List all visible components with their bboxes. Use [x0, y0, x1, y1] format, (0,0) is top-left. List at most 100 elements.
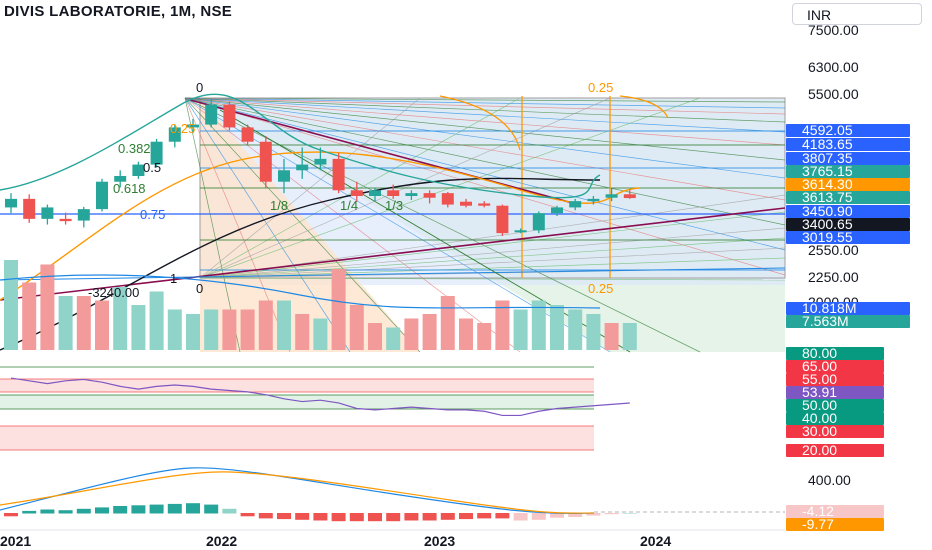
- candle-body: [114, 176, 127, 182]
- volume-bar: [622, 323, 637, 350]
- volume-bar: [258, 300, 273, 350]
- rsi-badge-bg: [786, 360, 884, 373]
- volume-bar: [568, 309, 583, 350]
- volume-bar: [404, 318, 419, 350]
- volume-bar: [440, 296, 455, 350]
- price-badges: 4592.054183.653807.353765.153614.303613.…: [786, 122, 910, 532]
- rsi-band-lower: [0, 426, 594, 450]
- macd-bar: [76, 508, 91, 514]
- macd-bar: [40, 509, 55, 514]
- candlestick-series: [5, 98, 636, 236]
- candle-body: [569, 201, 582, 208]
- candle-body: [23, 198, 36, 219]
- volume-bar: [204, 309, 219, 350]
- price-tick-label: 7500.00: [808, 22, 859, 38]
- volume-bar: [422, 314, 437, 350]
- volume-bar: [277, 300, 291, 350]
- candle-body: [496, 205, 509, 234]
- fib-label: 0.75: [140, 207, 165, 222]
- macd-bar: [95, 507, 109, 514]
- macd-badge-bg: [786, 518, 884, 531]
- fan-ray-lower: [199, 257, 786, 279]
- candle-body: [150, 141, 163, 165]
- macd-bar: [186, 503, 200, 514]
- candle-body: [405, 193, 418, 196]
- price-badge-bg: [786, 205, 910, 218]
- macd-bar: [586, 513, 601, 516]
- candle-body: [278, 170, 290, 182]
- fan-ray-lower: [199, 194, 786, 279]
- rsi-badge-bg: [786, 347, 884, 360]
- volume-bar: [22, 282, 37, 350]
- fib-label: 1: [170, 271, 177, 286]
- volume-bar: [531, 300, 546, 350]
- fan-ray: [184, 97, 786, 115]
- volume-bar: [368, 323, 382, 350]
- candle-body: [205, 104, 218, 125]
- volume-bar: [349, 305, 364, 350]
- macd-bar: [622, 513, 637, 514]
- volume-bar: [459, 318, 473, 350]
- price-badge: 3019.55: [802, 229, 853, 245]
- candle-body: [460, 201, 472, 206]
- candle-body: [332, 158, 345, 191]
- fan-ray: [184, 97, 786, 276]
- rsi-band-mid: [0, 395, 594, 409]
- fib-label: 0.382: [118, 141, 151, 156]
- candle-body: [187, 124, 199, 128]
- price-badge: 4592.05: [802, 122, 853, 138]
- price-badge: 3614.30: [802, 176, 853, 192]
- time-tick-label: 2022: [206, 533, 237, 549]
- candle-body: [314, 158, 327, 165]
- price-badge: 4183.65: [802, 136, 853, 152]
- volume-bar: [167, 309, 182, 350]
- fib-label: 0.25: [588, 80, 613, 95]
- time-tick-label: 2021: [0, 533, 31, 549]
- volume-bar: [331, 269, 346, 350]
- price-badge: 3765.15: [802, 163, 853, 179]
- time-tick-label: 2023: [424, 533, 455, 549]
- fan-ray-lower: [199, 277, 786, 281]
- candle-body: [241, 127, 254, 142]
- macd-bar: [404, 513, 419, 521]
- fib-label: 0.25: [588, 281, 613, 296]
- macd-bar: [222, 508, 237, 514]
- price-badge-bg: [786, 178, 910, 191]
- price-tick-label: 5500.00: [808, 86, 859, 102]
- macd-bar: [459, 513, 473, 520]
- macd-bar: [277, 513, 291, 520]
- fib-level-labels: 0 0.25 0.382 0.5 0.618 0.75 1 0 0.25 0.25 1/8 1/4 1/…: [113, 80, 613, 296]
- rsi-badge: 80.00: [802, 345, 837, 361]
- fib-label: 1/3: [385, 198, 403, 213]
- rsi-badge: 65.00: [802, 358, 837, 374]
- fan-ray: [184, 97, 786, 226]
- macd-badge: -4.12: [802, 503, 834, 519]
- price-badge-bg: [786, 124, 910, 137]
- fan-ray-lower: [199, 237, 786, 279]
- volume-bar: [604, 323, 619, 350]
- volume-bar: [40, 264, 55, 350]
- volume-bar: [586, 314, 601, 350]
- volume-bar: [4, 260, 18, 350]
- macd-bar: [58, 510, 73, 514]
- macd-bar: [531, 513, 546, 520]
- time-axis[interactable]: 2021 2022 2023 2024: [0, 529, 785, 549]
- macd-bar: [22, 510, 37, 514]
- candle-body: [514, 230, 527, 233]
- fib-arc: [439, 95, 521, 151]
- volume-bar: [76, 296, 91, 350]
- fan-ray: [184, 97, 421, 353]
- macd-badge: -9.77: [802, 516, 834, 532]
- volume-bar: [513, 309, 528, 350]
- rsi-badge-bg: [786, 386, 884, 399]
- fib-label: 0.25: [170, 121, 195, 136]
- fan-ray: [184, 97, 786, 179]
- macd-bar: [368, 513, 382, 522]
- macd-bar: [240, 513, 255, 517]
- rsi-badge-bg: [786, 425, 884, 438]
- volume-bar: [149, 291, 164, 350]
- volume-badge-bg: [786, 302, 910, 315]
- volume-bar: [186, 314, 200, 350]
- currency-selector[interactable]: INR: [792, 3, 922, 25]
